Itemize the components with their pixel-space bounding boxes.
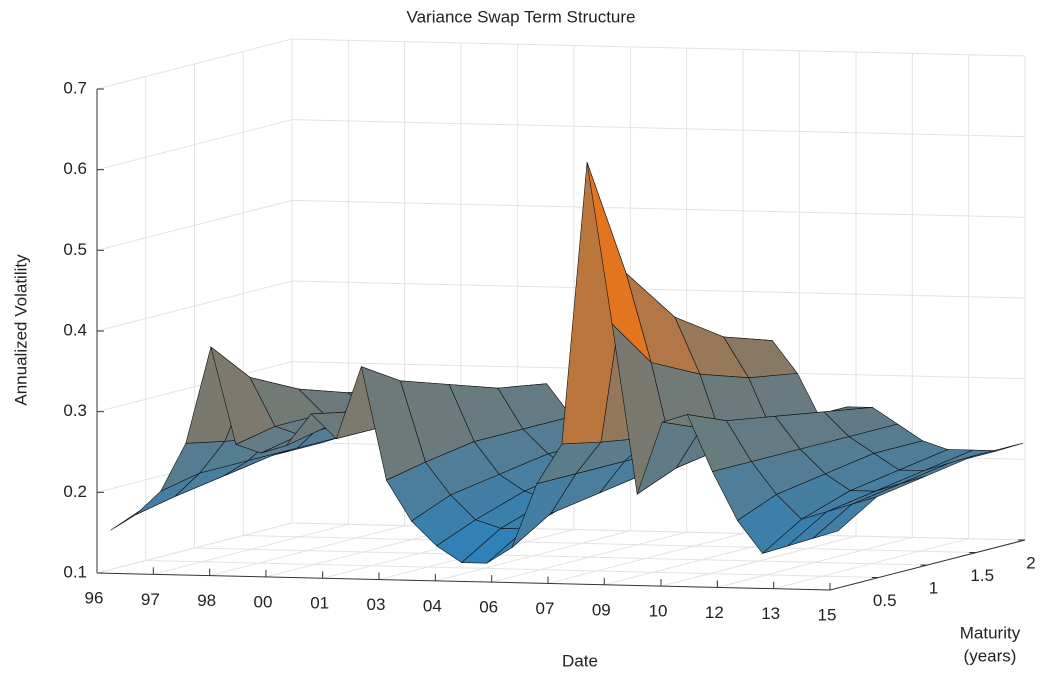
x-axis-label: Date xyxy=(562,651,598,670)
x-tick-label: 13 xyxy=(761,604,780,623)
x-tick-label: 01 xyxy=(310,594,329,613)
x-tick-label: 12 xyxy=(705,603,724,622)
y-axis-label: (years) xyxy=(964,646,1017,665)
z-tick-label: 0.7 xyxy=(63,78,87,97)
grid-line xyxy=(96,280,293,332)
x-tick-label: 07 xyxy=(536,599,555,618)
z-tick-label: 0.1 xyxy=(63,562,87,581)
surface-patch xyxy=(110,496,175,531)
grid-line xyxy=(291,280,1026,299)
x-tick-label: 98 xyxy=(197,591,216,610)
grid-line xyxy=(291,199,1026,218)
grid-line xyxy=(145,560,879,578)
grid-line xyxy=(243,535,977,553)
x-tick-label: 97 xyxy=(141,590,160,609)
grid-line xyxy=(96,361,293,413)
y-tick-label: 1 xyxy=(929,578,938,597)
x-tick-label: 06 xyxy=(479,598,498,617)
surface-patch xyxy=(812,496,878,539)
z-tick-label: 0.3 xyxy=(63,401,87,420)
x-tick-label: 10 xyxy=(649,602,668,621)
y-tick-label: 1.5 xyxy=(970,566,994,585)
z-tick-label: 0.4 xyxy=(63,320,87,339)
x-tick-label: 03 xyxy=(367,595,386,614)
y-axis-label: Maturity xyxy=(960,623,1021,642)
chart-title: Variance Swap Term Structure xyxy=(407,7,636,26)
x-tick-label: 15 xyxy=(818,605,837,624)
grid-line xyxy=(96,199,293,251)
grid-line xyxy=(291,522,1026,541)
grid-line xyxy=(291,119,1026,138)
grid-line xyxy=(194,547,928,566)
z-tick-label: 0.5 xyxy=(63,240,87,259)
grid-line xyxy=(96,119,293,171)
z-tick-label: 0.6 xyxy=(63,159,87,178)
z-tick-label: 0.2 xyxy=(63,482,87,501)
x-tick-label: 00 xyxy=(254,592,273,611)
x-axis xyxy=(96,572,831,591)
grid-line xyxy=(96,522,293,574)
grid-line xyxy=(96,38,293,90)
y-tick-label: 0.5 xyxy=(873,591,897,610)
y-tick-label: 2 xyxy=(1026,553,1035,572)
x-tick-label: 04 xyxy=(423,596,442,615)
x-tick-label: 09 xyxy=(592,600,611,619)
grid-line xyxy=(291,38,1026,57)
x-tick-label: 96 xyxy=(85,588,104,607)
z-axis-label: Annualized Volatility xyxy=(11,254,30,406)
